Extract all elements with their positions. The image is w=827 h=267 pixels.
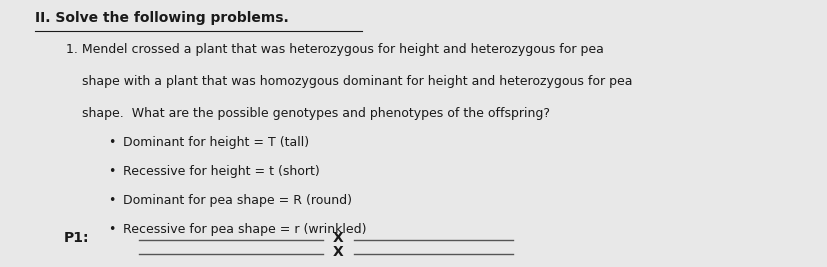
Text: X: X (332, 231, 342, 245)
Text: Dominant for height = T (tall): Dominant for height = T (tall) (122, 136, 308, 149)
Text: •: • (108, 194, 115, 207)
Text: II. Solve the following problems.: II. Solve the following problems. (35, 11, 288, 25)
Text: Dominant for pea shape = R (round): Dominant for pea shape = R (round) (122, 194, 351, 207)
Text: Recessive for pea shape = r (wrinkled): Recessive for pea shape = r (wrinkled) (122, 223, 366, 236)
Text: •: • (108, 136, 115, 149)
Text: •: • (108, 223, 115, 236)
Text: X: X (332, 245, 342, 258)
Text: •: • (108, 165, 115, 178)
Text: Recessive for height = t (short): Recessive for height = t (short) (122, 165, 319, 178)
Text: 1. Mendel crossed a plant that was heterozygous for height and heterozygous for : 1. Mendel crossed a plant that was heter… (66, 43, 604, 56)
Text: shape with a plant that was homozygous dominant for height and heterozygous for : shape with a plant that was homozygous d… (66, 75, 632, 88)
Text: shape.  What are the possible genotypes and phenotypes of the offspring?: shape. What are the possible genotypes a… (66, 107, 550, 120)
Text: P1:: P1: (64, 231, 89, 245)
